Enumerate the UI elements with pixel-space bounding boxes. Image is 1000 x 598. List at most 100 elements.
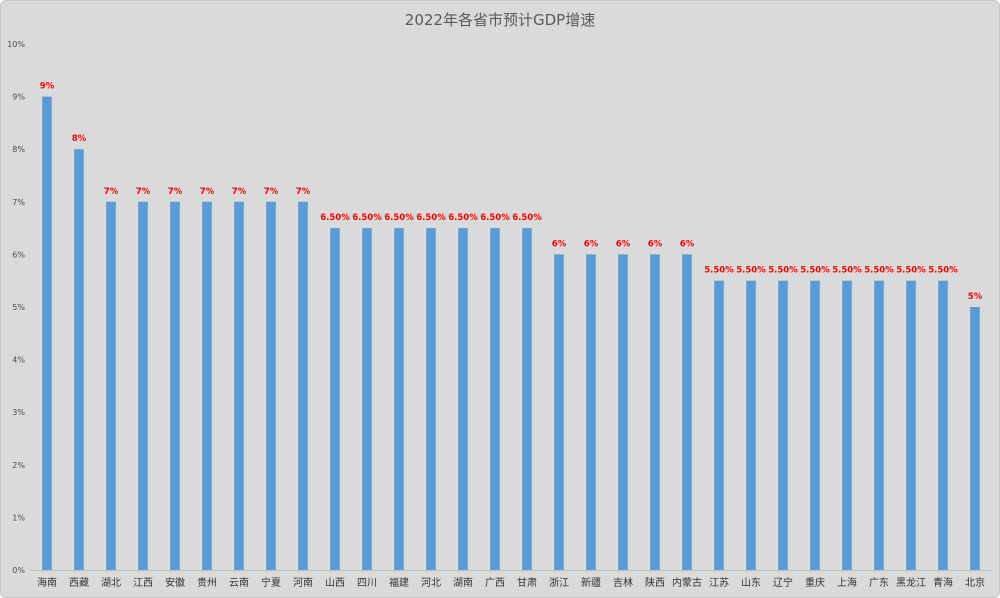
data-label: 7% [296,187,311,197]
bar [906,280,916,570]
x-tick-label: 重庆 [805,576,825,589]
y-tick-label: 7% [12,198,25,207]
data-label: 6% [584,239,599,249]
x-tick-label: 贵州 [197,576,217,589]
x-tick-label: 辽宁 [773,576,793,589]
x-tick-label: 北京 [965,576,985,589]
x-tick-label: 安徽 [165,576,185,589]
x-tick-label: 青海 [933,576,953,589]
x-tick-label: 西藏 [69,577,89,589]
bar [842,280,852,570]
bar [394,228,404,570]
bar [682,254,692,570]
data-label: 9% [40,82,55,92]
data-label: 5.50% [768,266,798,276]
x-tick-label: 云南 [229,576,249,589]
y-tick-label: 3% [12,408,25,417]
bar [106,201,116,571]
x-tick-label: 海南 [37,576,57,589]
bar [458,228,468,570]
y-tick-label: 4% [12,356,25,365]
bar [618,254,628,570]
y-tick-label: 1% [12,513,25,522]
x-tick-label: 甘肃 [517,576,537,589]
bar [202,201,212,571]
x-tick-label: 黑龙江 [896,576,926,589]
bar [810,280,820,570]
bar [490,228,500,570]
bar [362,228,372,570]
x-tick-label: 福建 [389,576,409,589]
data-label: 6.50% [320,213,350,223]
data-label: 6.50% [480,213,510,223]
data-label: 5.50% [928,266,958,276]
x-tick-label: 陕西 [645,576,665,589]
x-tick-label: 内蒙古 [672,576,702,589]
data-label: 7% [136,187,151,197]
data-label: 7% [104,187,119,197]
x-tick-label: 湖南 [453,576,473,589]
bar [138,201,148,571]
data-label: 6% [648,239,663,249]
data-label: 7% [168,187,183,197]
data-label: 5.50% [800,266,830,276]
y-tick-label: 9% [12,93,25,102]
bar [714,280,724,570]
bar [234,201,244,571]
bar [330,228,340,570]
y-tick-label: 2% [12,461,25,470]
data-label: 5.50% [832,266,862,276]
data-label: 5% [968,292,983,302]
y-tick-label: 5% [12,303,25,312]
x-tick-label: 山西 [325,577,345,589]
data-label: 6.50% [352,213,382,223]
x-tick-label: 广东 [869,576,889,589]
x-tick-label: 吉林 [613,576,633,589]
bar [586,254,596,570]
data-label: 5.50% [704,266,734,276]
data-label: 7% [264,187,279,197]
data-label: 7% [200,187,215,197]
chart-title: 2022年各省市预计GDP增速 [404,11,596,29]
y-tick-label: 8% [12,145,25,154]
bar [42,96,52,570]
bar [778,280,788,570]
x-tick-label: 四川 [357,578,377,589]
x-tick-label: 浙江 [549,577,569,589]
bar [938,280,948,570]
data-label: 6% [680,239,695,249]
data-label: 7% [232,187,247,197]
bar [554,254,564,570]
data-label: 6.50% [448,213,478,223]
x-tick-label: 江苏 [709,576,729,589]
y-tick-label: 10% [7,40,25,49]
bar [522,228,532,570]
data-label: 6% [552,239,567,249]
x-tick-label: 河北 [421,577,441,589]
bar [74,149,84,570]
y-tick-label: 6% [12,250,25,259]
data-label: 6.50% [416,213,446,223]
bar [874,280,884,570]
data-label: 6% [616,239,631,249]
x-tick-label: 湖北 [101,577,121,589]
data-label: 8% [72,134,87,144]
data-label: 5.50% [864,266,894,276]
x-tick-label: 宁夏 [261,576,281,589]
bar [426,228,436,570]
x-tick-label: 江西 [133,577,153,589]
x-tick-label: 河南 [293,576,313,589]
data-label: 6.50% [512,213,542,223]
x-tick-label: 广西 [485,577,505,589]
data-label: 5.50% [736,266,766,276]
y-tick-label: 0% [12,566,25,575]
x-tick-label: 上海 [837,576,857,589]
x-tick-label: 山东 [741,576,761,589]
data-label: 6.50% [384,213,414,223]
bar [170,201,180,571]
data-label: 5.50% [896,266,926,276]
bar [746,280,756,570]
bar [266,201,276,571]
